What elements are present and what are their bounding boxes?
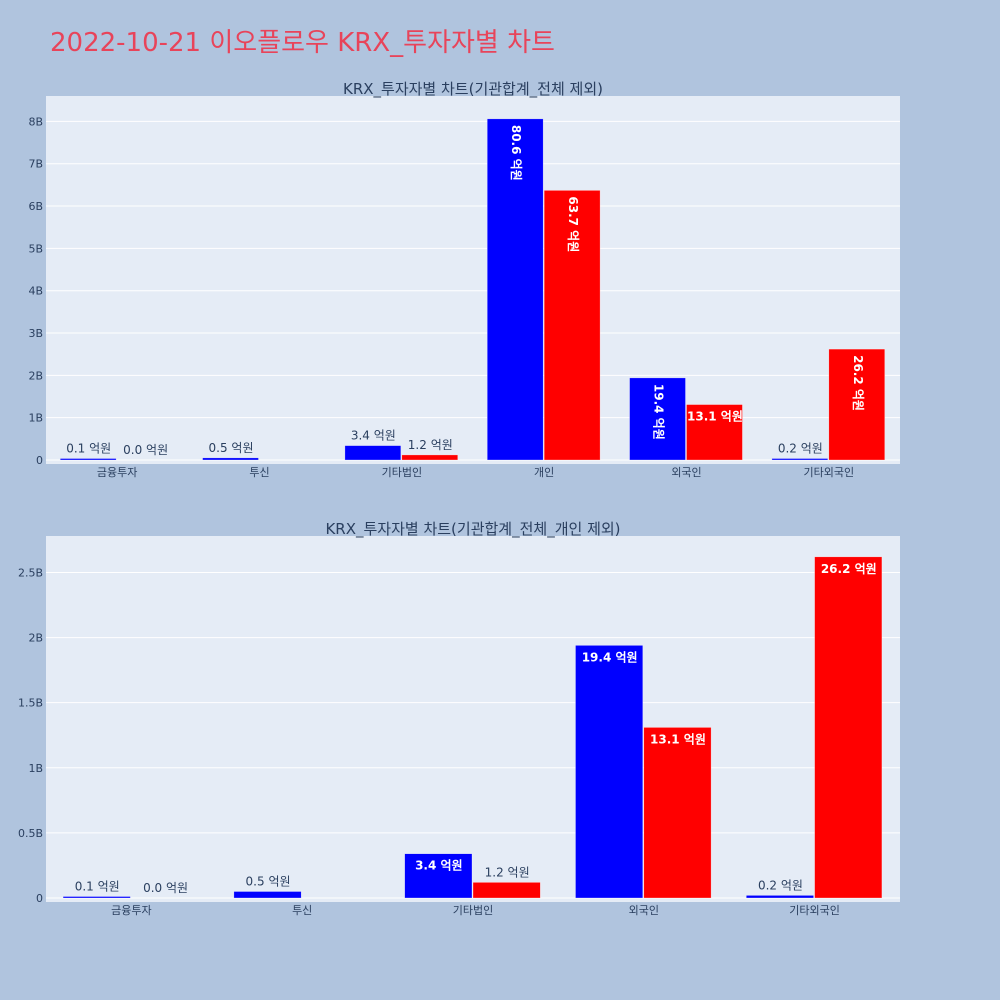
bar [814,556,883,899]
data-label: 80.6 억원 [509,125,523,181]
y-tick-label: 3B [28,327,43,340]
bar [629,377,686,461]
y-tick-label: 8B [28,115,43,128]
x-tick-label: 기타법인 [453,904,493,917]
y-tick-label: 0 [36,454,43,467]
data-label: 19.4 억원 [652,384,666,440]
data-label: 26.2 억원 [851,355,865,411]
x-tick-label: 투신 [292,904,312,917]
y-tick-label: 2.5B [18,566,43,579]
data-label: 3.4 억원 [415,859,463,873]
bar [828,348,886,461]
y-tick-label: 1.5B [18,697,43,710]
bar [401,454,459,461]
x-tick-label: 투신 [249,466,269,479]
x-tick-label: 기타외국인 [804,466,855,479]
bar [575,645,644,899]
bar [771,458,829,461]
data-label: 0.5 억원 [246,874,291,888]
x-tick-label: 외국인 [629,904,659,917]
x-tick-label: 금융투자 [97,466,137,479]
bar [746,895,814,899]
bar [404,853,473,899]
chart-subtitle: KRX_투자자별 차트(기관합계_전체 제외) [343,80,603,99]
data-label: 63.7 억원 [566,196,580,252]
y-tick-label: 7B [28,158,43,171]
y-tick-label: 0 [36,892,43,905]
bar [543,190,601,461]
bar [486,118,544,461]
data-label: 13.1 억원 [687,410,743,424]
y-tick-label: 1B [28,762,43,775]
bar [62,896,131,899]
data-label: 1.2 억원 [408,438,453,452]
data-label: 1.2 억원 [485,865,530,879]
y-tick-label: 1B [28,412,43,425]
chart-krx-investor-excl-institution: 0 1B 2B 3B 4B 5B 6B 7B 8B KRX_투자자별 차트(기관합계_전체 제외)… [28,80,900,479]
chart-subtitle: KRX_투자자별 차트(기관합계_전체_개인 제외) [325,520,620,539]
data-label: 0.2 억원 [778,442,823,456]
x-tick-label: 기타외국인 [789,904,840,917]
data-label: 13.1 억원 [650,732,706,746]
data-label: 26.2 억원 [821,562,877,576]
plot-area [46,536,900,902]
bar [472,882,541,899]
data-label: 0.0 억원 [123,443,168,457]
y-tick-label: 6B [28,200,43,213]
bar [202,457,259,461]
page-title: 2022-10-21 이오플로우 KRX_투자자별 차트 [50,28,555,58]
data-label: 0.1 억원 [75,880,120,894]
plot-area [46,96,900,464]
y-tick-label: 5B [28,242,43,255]
bar [686,404,743,461]
y-tick-label: 0.5B [18,827,43,840]
data-label: 0.1 억원 [66,442,111,456]
x-tick-label: 기타법인 [382,466,422,479]
data-label: 19.4 억원 [582,650,638,664]
x-tick-label: 금융투자 [111,904,151,917]
bar [233,891,302,899]
chart-krx-investor-excl-institution-individual: 0 0.5B 1B 1.5B 2B 2.5B KRX_투자자별 차트(기관합계_전체_개인 … [18,520,900,917]
bar [59,458,117,461]
y-tick-label: 2B [28,369,43,382]
bar [643,727,712,899]
y-tick-label: 4B [28,285,43,298]
data-label: 0.0 억원 [143,881,188,895]
data-label: 3.4 억원 [351,429,396,443]
data-label: 0.5 억원 [209,441,254,455]
y-tick-label: 2B [28,632,43,645]
x-tick-label: 외국인 [671,466,701,479]
x-tick-label: 개인 [534,466,554,479]
data-label: 0.2 억원 [758,878,803,892]
bar [344,445,402,461]
